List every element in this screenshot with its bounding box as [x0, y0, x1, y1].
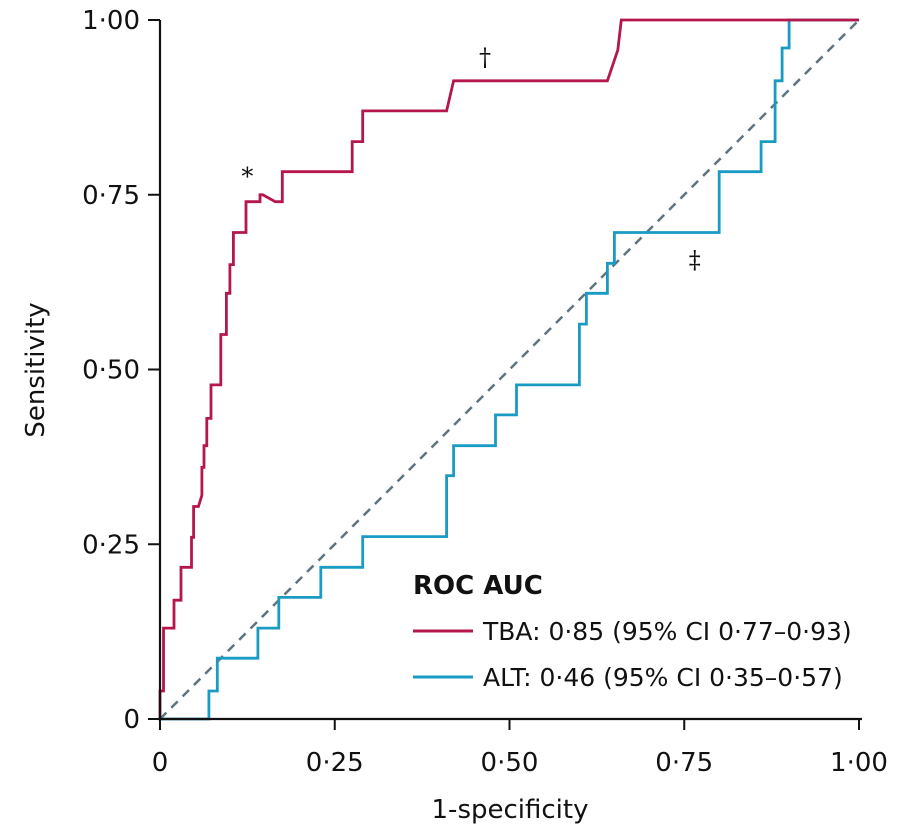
x-tick-label: 1·00 — [830, 748, 888, 778]
x-axis-title: 1-specificity — [432, 795, 589, 825]
legend-label-tba: TBA: 0·85 (95% CI 0·77–0·93) — [482, 617, 852, 646]
tick-layer: 0 0·25 0·50 0·75 1·00 0 0·25 0·50 0·75 1·00 — [82, 6, 888, 778]
annotation-layer: * † ‡ — [241, 43, 700, 274]
legend-label-alt: ALT: 0·46 (95% CI 0·35–0·57) — [483, 663, 843, 692]
y-axis-title: Sensitivity — [21, 302, 51, 437]
curve-annotation: ‡ — [689, 246, 701, 274]
y-tick-label: 0·25 — [82, 530, 140, 560]
y-tick-label: 0·75 — [82, 181, 140, 211]
x-tick-label: 0 — [152, 748, 169, 778]
y-tick-label: 1·00 — [82, 6, 140, 36]
series-line-alt — [160, 18, 859, 721]
x-tick-label: 0·50 — [481, 748, 539, 778]
y-tick-label: 0 — [123, 705, 140, 735]
x-tick-label: 0·75 — [655, 748, 713, 778]
reference-line — [159, 19, 860, 720]
legend: ROC AUC TBA: 0·85 (95% CI 0·77–0·93) ALT… — [413, 571, 852, 692]
curve-annotation: † — [479, 43, 491, 71]
series-line-tba — [158, 18, 859, 719]
legend-title: ROC AUC — [413, 571, 543, 601]
curve-layer — [158, 18, 860, 721]
curve-annotation: * — [241, 162, 253, 190]
y-tick-label: 0·50 — [82, 356, 140, 386]
x-tick-label: 0·25 — [306, 748, 364, 778]
